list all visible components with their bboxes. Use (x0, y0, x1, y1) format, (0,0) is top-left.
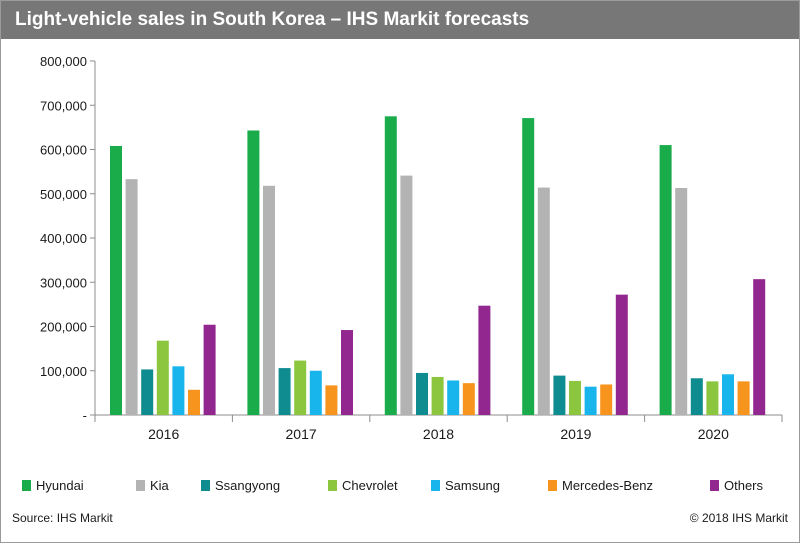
bar-kia-2018 (400, 175, 413, 415)
bar-others-2020 (753, 279, 766, 415)
legend-label-chevrolet: Chevrolet (342, 478, 398, 493)
y-tick-label: 800,000 (40, 54, 87, 69)
bar-others-2017 (341, 330, 353, 415)
bar-hyundai-2018 (384, 116, 397, 415)
bar-samsung-2019 (584, 386, 597, 415)
legend-label-samsung: Samsung (445, 478, 500, 493)
y-tick-label: 500,000 (40, 187, 87, 202)
bar-hyundai-2016 (110, 145, 122, 415)
legend-label-ssangyong: Ssangyong (215, 478, 280, 493)
bar-chevrolet-2017 (294, 360, 307, 415)
bar-mercedes-benz-2017 (325, 385, 338, 415)
x-category-label: 2017 (286, 426, 317, 442)
bar-chevrolet-2016 (156, 340, 169, 415)
bar-mercedes-benz-2016 (188, 389, 200, 415)
bar-samsung-2016 (172, 366, 185, 415)
bar-hyundai-2020 (659, 145, 672, 415)
bar-mercedes-benz-2020 (737, 381, 750, 415)
bar-mercedes-benz-2018 (462, 383, 475, 415)
copyright-note: © 2018 IHS Markit (689, 511, 788, 525)
bar-others-2018 (478, 305, 491, 415)
bar-kia-2019 (537, 187, 550, 415)
bar-ssangyong-2018 (416, 372, 428, 415)
bar-samsung-2018 (447, 380, 460, 415)
x-category-label: 2016 (148, 426, 179, 442)
legend-swatch-samsung (431, 480, 440, 491)
legend-label-hyundai: Hyundai (36, 478, 84, 493)
bar-hyundai-2019 (522, 118, 535, 416)
y-tick-label: 200,000 (40, 320, 87, 335)
bar-kia-2020 (675, 187, 688, 415)
chart-title: Light-vehicle sales in South Korea – IHS… (15, 9, 530, 30)
y-tick-label: 400,000 (40, 231, 87, 246)
x-category-label: 2019 (560, 426, 591, 442)
bar-chevrolet-2020 (706, 381, 719, 415)
bar-samsung-2017 (309, 370, 322, 415)
legend-swatch-kia (136, 480, 145, 491)
bar-kia-2017 (263, 185, 275, 415)
bar-ssangyong-2020 (690, 378, 703, 415)
y-tick-label: 600,000 (40, 143, 87, 158)
legend-swatch-mercedes-benz (548, 480, 557, 491)
bar-chevrolet-2018 (431, 376, 444, 415)
x-category-label: 2020 (698, 426, 729, 442)
legend-swatch-hyundai (22, 480, 31, 491)
bar-others-2016 (203, 324, 216, 415)
source-note: Source: IHS Markit (12, 511, 113, 525)
y-tick-label: 700,000 (40, 98, 87, 113)
bar-mercedes-benz-2019 (600, 384, 613, 415)
legend-swatch-others (710, 480, 719, 491)
y-tick-label: - (83, 408, 87, 423)
title-bar: Light-vehicle sales in South Korea – IHS… (1, 1, 799, 39)
legend-label-mercedes-benz: Mercedes-Benz (562, 478, 653, 493)
bar-ssangyong-2019 (553, 375, 566, 415)
bar-chevrolet-2019 (569, 380, 581, 415)
bar-ssangyong-2016 (141, 369, 154, 415)
legend-label-others: Others (724, 478, 764, 493)
legend-label-kia: Kia (150, 478, 170, 493)
x-category-label: 2018 (423, 426, 454, 442)
y-tick-label: 100,000 (40, 364, 87, 379)
bar-others-2019 (615, 294, 628, 415)
y-tick-label: 300,000 (40, 275, 87, 290)
legend-swatch-chevrolet (328, 480, 337, 491)
bar-hyundai-2017 (247, 130, 260, 415)
legend-swatch-ssangyong (201, 480, 210, 491)
bar-ssangyong-2017 (278, 368, 291, 415)
bar-samsung-2020 (722, 374, 734, 415)
bar-kia-2016 (125, 179, 138, 415)
